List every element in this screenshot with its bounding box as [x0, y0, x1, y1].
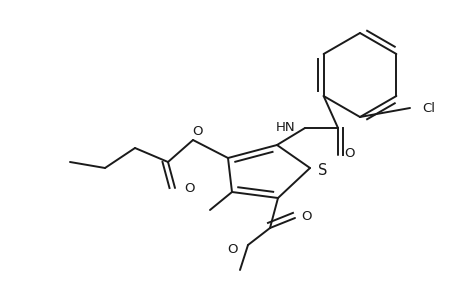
- Text: O: O: [185, 182, 195, 194]
- Text: O: O: [227, 244, 237, 256]
- Text: O: O: [301, 209, 312, 223]
- Text: HN: HN: [275, 121, 294, 134]
- Text: S: S: [318, 163, 327, 178]
- Text: Cl: Cl: [421, 101, 434, 115]
- Text: O: O: [344, 146, 354, 160]
- Text: O: O: [192, 124, 203, 137]
